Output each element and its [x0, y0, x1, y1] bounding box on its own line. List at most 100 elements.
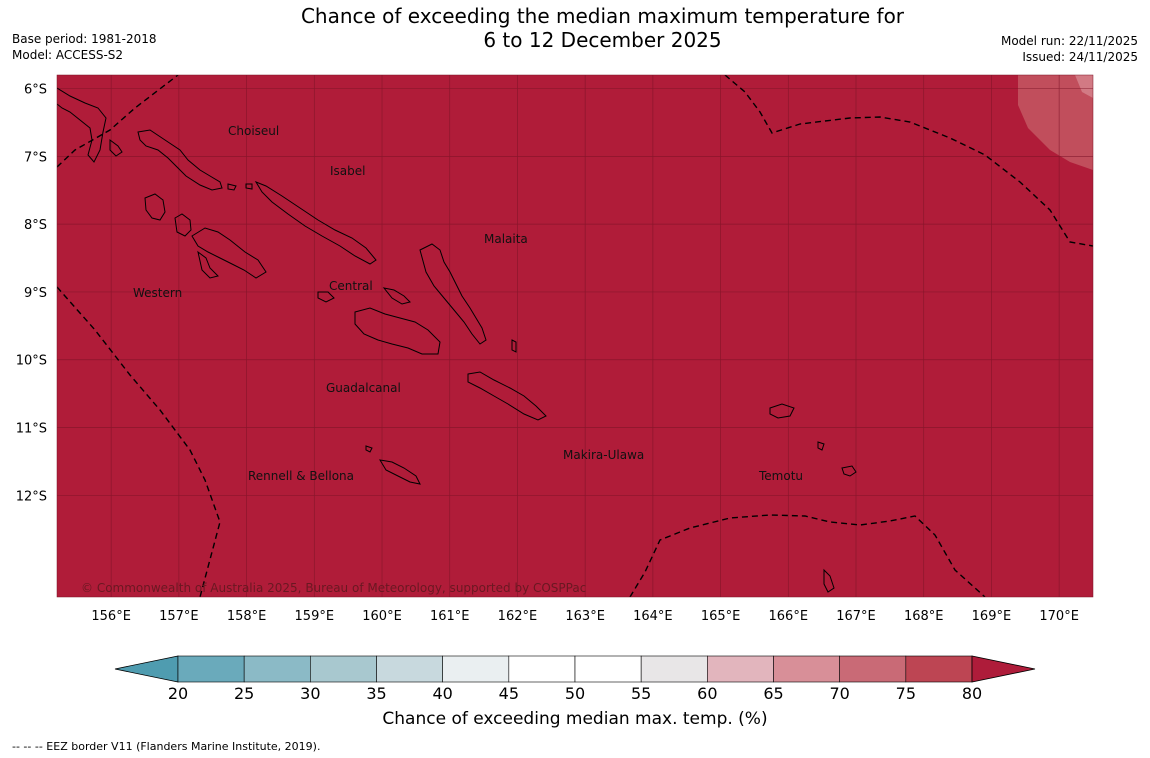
- kolombangara-coast: [174, 213, 192, 237]
- title-line-1: Chance of exceeding the median maximum t…: [300, 4, 905, 28]
- map-frame: [56, 74, 1094, 598]
- colorbar-bin: [839, 655, 907, 683]
- eez-footnote: -- -- -- EEZ border V11 (Flanders Marine…: [12, 740, 321, 753]
- longitude-tick-label: 161°E: [430, 609, 470, 624]
- eez-borders: [57, 75, 1093, 597]
- longitude-tick-label: 158°E: [227, 609, 267, 624]
- colorbar-bin: [905, 655, 973, 683]
- colorbar-extend-high: [971, 655, 1036, 683]
- colorbar-bin: [310, 655, 377, 683]
- latitude-axis: 6°S 7°S 8°S 9°S 10°S 11°S 12°S: [16, 83, 47, 505]
- colorbar-bin: [707, 655, 774, 683]
- colorbar-bin: [243, 655, 311, 683]
- nendo-coast: [769, 403, 795, 419]
- longitude-tick-label: 168°E: [904, 609, 944, 624]
- colorbar-bin: [773, 655, 840, 683]
- florida-islands-coast: [382, 287, 411, 305]
- guadalcanal-coast: [354, 307, 441, 355]
- colorbar-bin: [508, 655, 576, 683]
- colorbar-tick-label: 70: [829, 684, 849, 703]
- longitude-tick-label: 162°E: [498, 609, 538, 624]
- longitude-tick-label: 160°E: [362, 609, 402, 624]
- colorbar-label: Chance of exceeding median max. temp. (%…: [382, 709, 768, 729]
- province-label: Central: [329, 279, 373, 293]
- colorbar-tick-label: 60: [697, 684, 717, 703]
- longitude-axis: 156°E 157°E 158°E 159°E 160°E 161°E 162°E 163°E…: [91, 609, 1079, 624]
- colorbar-tick-label: 40: [432, 684, 452, 703]
- longitude-tick-label: 156°E: [91, 609, 131, 624]
- isabel-coast: [254, 180, 377, 265]
- graticule: [57, 75, 1093, 597]
- issued-date: Issued: 24/11/2025: [1022, 50, 1138, 64]
- colorbar-bin: [640, 655, 708, 683]
- province-label: Malaita: [484, 232, 528, 246]
- longitude-tick-label: 165°E: [701, 609, 741, 624]
- colorbar-bin: [442, 655, 510, 683]
- province-labels: Choiseul Isabel Malaita Western Central Guada…: [133, 124, 803, 483]
- malaita-coast: [419, 243, 487, 345]
- model-run: Model run: 22/11/2025: [1000, 34, 1138, 48]
- bougainville-coast: [57, 87, 107, 163]
- latitude-tick-label: 8°S: [24, 218, 47, 233]
- colorbar-tick-label: 20: [168, 684, 188, 703]
- eez-border-west: [57, 286, 221, 597]
- light-patch: [1018, 75, 1093, 170]
- rendova-coast: [197, 250, 219, 279]
- colorbar-tick-label: 80: [962, 684, 982, 703]
- vanikoro-coast: [841, 465, 857, 477]
- colorbar-tick-label: 25: [234, 684, 254, 703]
- colorbar-tick-label: 30: [300, 684, 320, 703]
- shortland-coast: [109, 139, 123, 157]
- model-name: Model: ACCESS-S2: [12, 48, 124, 62]
- colorbar-tick-label: 50: [565, 684, 585, 703]
- latitude-tick-label: 12°S: [16, 489, 47, 504]
- colorbar-bin: [177, 655, 245, 683]
- longitude-tick-label: 157°E: [159, 609, 199, 624]
- latitude-tick-label: 9°S: [24, 286, 47, 301]
- colorbar-tick-label: 55: [631, 684, 651, 703]
- map-title: Chance of exceeding the median maximum t…: [250, 4, 955, 52]
- latitude-tick-label: 7°S: [24, 150, 47, 165]
- longitude-tick-label: 159°E: [295, 609, 335, 624]
- province-label: Makira-Ulawa: [563, 448, 644, 462]
- province-label: Choiseul: [228, 124, 279, 138]
- longitude-tick-label: 167°E: [836, 609, 876, 624]
- makira-coast: [467, 371, 547, 421]
- province-label: Temotu: [758, 469, 803, 483]
- base-period: Base period: 1981-2018: [12, 32, 157, 46]
- rennell-coast: [379, 459, 421, 485]
- colorbar-tick-label: 75: [896, 684, 916, 703]
- ulawa-coast: [511, 339, 517, 353]
- province-label: Western: [133, 286, 182, 300]
- lighter-patch: [1075, 75, 1093, 98]
- province-label: Rennell & Bellona: [248, 469, 354, 483]
- eez-border-north-east: [724, 75, 1093, 247]
- colorbar-tick-label: 65: [763, 684, 783, 703]
- latitude-tick-label: 6°S: [24, 83, 47, 98]
- vella-lavella-coast: [144, 193, 166, 221]
- latitude-tick-label: 10°S: [16, 354, 47, 369]
- longitude-tick-label: 169°E: [972, 609, 1012, 624]
- title-line-2: 6 to 12 December 2025: [483, 28, 722, 52]
- bellona-coast: [365, 445, 373, 453]
- longitude-tick-label: 163°E: [565, 609, 605, 624]
- run-info: Model run: 22/11/2025 Issued: 24/11/2025: [1001, 33, 1138, 65]
- russell-islands-coast: [317, 291, 335, 303]
- province-label: Guadalcanal: [326, 381, 401, 395]
- utupua-coast: [817, 441, 825, 451]
- colorbar-bin: [376, 655, 443, 683]
- choiseul-coast: [137, 129, 223, 191]
- probability-fill: [57, 75, 1093, 597]
- islet-coast: [227, 183, 237, 191]
- latitude-tick-label: 11°S: [16, 422, 47, 437]
- longitude-tick-label: 164°E: [633, 609, 673, 624]
- southern-islet-coast: [823, 568, 835, 593]
- islet-coast: [245, 183, 253, 190]
- colorbar-bin: [574, 655, 642, 683]
- coastlines: [57, 87, 857, 593]
- base-info: Base period: 1981-2018 Model: ACCESS-S2: [12, 31, 157, 63]
- map-area: Choiseul Isabel Malaita Western Central Guada…: [57, 75, 1093, 597]
- province-label: Isabel: [330, 164, 365, 178]
- colorbar-extend-low: [114, 655, 179, 683]
